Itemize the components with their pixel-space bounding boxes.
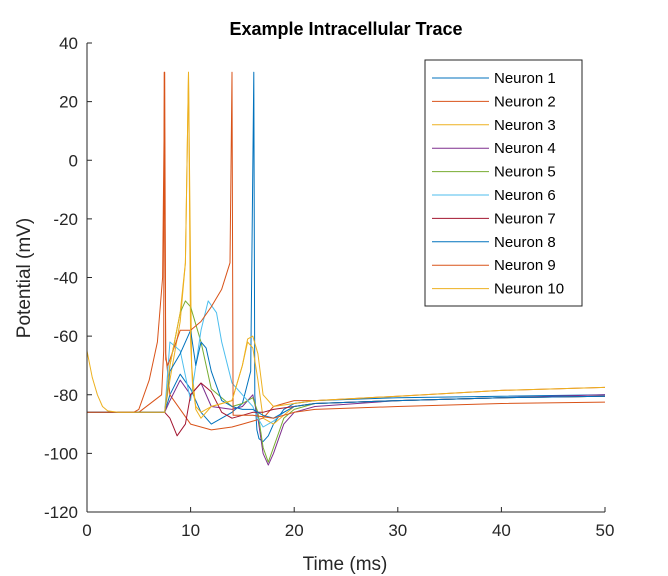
x-axis-label: Time (ms): [303, 554, 388, 575]
series-line-9: [87, 71, 605, 419]
legend: Neuron 1 Neuron 2 Neuron 3 Neuron 4 Neuron 5…: [424, 59, 583, 307]
y-tick-label: 20: [59, 93, 78, 112]
x-tick-label: 0: [82, 521, 91, 540]
legend-entry: Neuron 2: [494, 93, 556, 110]
y-tick-label: 40: [59, 34, 78, 53]
y-tick-label: -80: [53, 386, 78, 405]
y-tick-label: -20: [53, 210, 78, 229]
y-tick-label: -60: [53, 327, 78, 346]
legend-entry: Neuron 6: [494, 187, 556, 204]
legend-entry: Neuron 5: [494, 164, 556, 181]
x-tick-label: 10: [181, 521, 200, 540]
y-axis-label: Potential (mV): [14, 218, 35, 338]
y-tick-label: 0: [69, 151, 78, 170]
legend-entry: Neuron 8: [494, 234, 556, 251]
legend-entry: Neuron 9: [494, 257, 556, 274]
legend-entry: Neuron 7: [494, 210, 556, 227]
x-tick-label: 20: [285, 521, 304, 540]
legend-entry: Neuron 10: [494, 281, 564, 298]
chart-title: Example Intracellular Trace: [229, 19, 462, 39]
y-tick-label: -100: [44, 444, 78, 463]
axes: [86, 42, 606, 513]
legend-entry: Neuron 1: [494, 70, 556, 87]
legend-entry: Neuron 4: [494, 140, 556, 157]
y-tick-label: -120: [44, 503, 78, 522]
x-tick-label: 50: [596, 521, 615, 540]
y-tick-label: -40: [53, 269, 78, 288]
x-tick-label: 30: [388, 521, 407, 540]
x-tick-label: 40: [492, 521, 511, 540]
series-line-10: [87, 71, 605, 413]
plot-area: [87, 71, 605, 466]
tick-labels: 0 10 20 30 40 50 -120 -100 -80 -60 -40 -20 0 20 40: [44, 34, 614, 540]
legend-entry: Neuron 3: [494, 117, 556, 134]
